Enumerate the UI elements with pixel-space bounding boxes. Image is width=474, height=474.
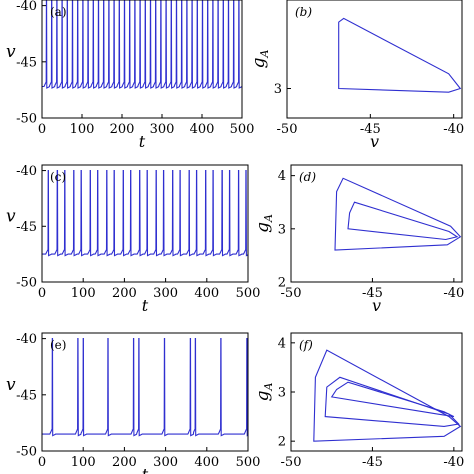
panel-label-4: (d) [299,170,316,184]
x-tick-label-1-5: 400 [190,122,215,137]
panel-label-6: (f) [299,338,313,352]
x-tick-label-4-1: -50 [281,286,302,301]
series-line-6-2 [324,376,460,427]
series-line-2-1 [338,17,462,93]
y-tick-label-3-3: -40 [16,164,37,179]
y-tick-label-4-2: 3 [278,222,286,237]
series-line-5-1 [42,338,248,437]
y-tick-label-5-3: -40 [16,332,37,347]
series-line-4-2 [347,201,459,241]
y-axis-label-2: gA [249,50,271,69]
y-axis-label-3: v [6,207,16,227]
series-line-6-1 [313,349,462,442]
y-axis-label-5: v [6,375,16,395]
axes-frame-5 [41,332,249,452]
x-tick-label-5-3: 200 [112,455,137,470]
x-tick-label-6-3: -40 [443,455,464,470]
x-tick-label-3-3: 200 [112,286,137,301]
y-tick-label-5-2: -45 [16,388,37,403]
axes-frame-4 [290,164,463,283]
y-tick-label-3-1: -50 [16,276,37,291]
series-line-6-3 [330,381,455,418]
y-tick-label-6-2: 3 [278,386,286,401]
axes-frame-2 [286,0,463,119]
x-axis-label-4: v [372,296,381,315]
series-line-3-1 [42,170,248,257]
x-axis-label-3: t [142,296,149,315]
x-tick-label-3-2: 100 [71,286,96,301]
x-tick-label-1-4: 300 [150,122,175,137]
y-tick-label-4-1: 2 [278,276,286,291]
x-axis-label-1: t [139,132,146,151]
x-tick-label-5-4: 300 [153,455,178,470]
x-tick-label-5-2: 100 [71,455,96,470]
x-tick-label-2-3: -40 [443,122,464,137]
x-tick-label-4-2: -45 [362,286,383,301]
panel-label-1: (a) [50,5,67,19]
x-tick-label-3-5: 400 [194,286,219,301]
x-tick-label-1-1: 0 [38,122,46,137]
x-tick-label-5-5: 400 [194,455,219,470]
y-tick-label-4-3: 4 [278,169,286,184]
x-tick-label-4-3: -40 [443,286,464,301]
y-tick-label-1-3: -40 [16,0,37,14]
x-tick-label-3-1: 0 [38,286,46,301]
x-tick-label-3-4: 300 [153,286,178,301]
x-tick-label-6-1: -50 [281,455,302,470]
x-tick-label-3-6: 500 [236,286,261,301]
y-tick-label-1-1: -50 [16,112,37,127]
x-tick-label-1-2: 100 [70,122,95,137]
y-axis-label-1: v [6,42,16,62]
axes-frame-3 [41,164,249,283]
y-axis-label-6: gA [253,383,275,402]
axes-frame-6 [290,332,463,452]
x-tick-label-6-2: -45 [362,455,383,470]
x-tick-label-5-1: 0 [38,455,46,470]
y-tick-label-5-1: -50 [16,445,37,460]
x-tick-label-2-2: -45 [360,122,381,137]
axes-frame-1 [41,0,243,119]
panel-label-5: (e) [50,338,66,352]
x-axis-label-5: t [142,465,149,474]
y-tick-label-1-2: -45 [16,55,37,70]
y-tick-label-6-3: 4 [278,336,286,351]
x-tick-label-1-6: 500 [230,122,255,137]
x-tick-label-2-1: -50 [277,122,298,137]
y-tick-label-6-1: 2 [278,435,286,450]
x-tick-label-5-6: 500 [236,455,261,470]
x-tick-label-1-3: 200 [110,122,135,137]
series-line-4-1 [334,177,462,251]
panel-label-3: (c) [50,170,66,184]
y-tick-label-2-1: 3 [274,82,282,97]
x-axis-label-2: v [370,132,379,151]
y-axis-label-4: gA [253,214,275,233]
series-line-1-1 [42,0,242,89]
y-tick-label-3-2: -45 [16,220,37,235]
panel-label-2: (b) [295,5,312,19]
